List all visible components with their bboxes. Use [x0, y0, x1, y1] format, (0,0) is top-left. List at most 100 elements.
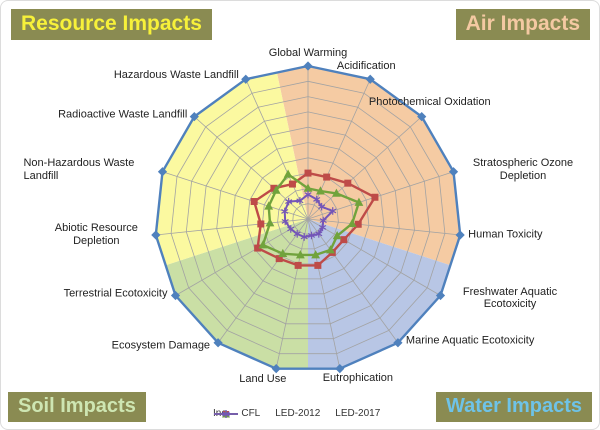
radar-spoke [307, 116, 422, 220]
marker-triangle [258, 240, 268, 249]
series-line-cfl [252, 171, 377, 267]
marker-square [340, 236, 348, 244]
marker-diamond [455, 230, 465, 240]
radar-spoke [307, 218, 441, 296]
axis-label-human-toxicity: Human Toxicity [468, 228, 543, 241]
marker-triangle [347, 218, 357, 228]
marker-diamond [335, 364, 345, 374]
axis-label-marine-aquatic-ecotoxicity: Marine Aquatic Ecotoxicity [405, 334, 535, 347]
radar-ring [170, 80, 446, 355]
marker-diamond [170, 290, 181, 301]
radar-spoke [307, 79, 371, 220]
marker-diamond [393, 338, 403, 348]
marker-square [371, 193, 379, 201]
marker-triangle [278, 248, 288, 258]
radar-spoke [175, 218, 309, 296]
badge-water-impacts: Water Impacts [436, 392, 592, 422]
marker-asterisk [304, 192, 312, 197]
marker-triangle [303, 183, 313, 192]
radar-spoke [245, 79, 309, 220]
legend-item-cfl: CFL [213, 408, 261, 419]
marker-asterisk [287, 226, 295, 232]
marker-diamond [271, 364, 281, 374]
marker-diamond [448, 167, 459, 177]
marker-square [294, 261, 302, 269]
marker-diamond [213, 338, 223, 348]
marker-square [354, 220, 362, 228]
axis-label-hazardous-waste-landfill: Hazardous Waste Landfill [113, 69, 239, 82]
radar-spoke [275, 218, 309, 369]
badge-soil-impacts: Soil Impacts [8, 392, 146, 422]
marker-triangle [264, 201, 274, 210]
marker-asterisk [319, 218, 327, 224]
marker-diamond [417, 112, 427, 122]
axis-label-freshwater-aquatic-ecotoxicity: Freshwater Aquatic Ecotoxicity [462, 285, 558, 311]
badge-resource-impacts: Resource Impacts [11, 9, 212, 41]
marker-asterisk [318, 224, 327, 230]
marker-triangle [354, 197, 364, 206]
legend-label-led-2017: LED-2017 [335, 408, 381, 419]
marker-square [344, 179, 352, 187]
marker-asterisk [281, 218, 289, 224]
marker-triangle [332, 231, 342, 240]
axis-label-land-use: Land Use [239, 372, 287, 385]
marker-square [254, 244, 262, 252]
radar-spoke [155, 218, 309, 236]
marker-asterisk [293, 231, 301, 237]
axis-label-ecosystem-damage: Ecosystem Damage [111, 339, 211, 352]
marker-asterisk [300, 234, 308, 240]
radar-ring [231, 142, 385, 295]
marker-diamond [151, 230, 161, 240]
marker-asterisk [315, 231, 323, 237]
marker-diamond [157, 167, 168, 177]
marker-square [257, 220, 265, 228]
legend-item-led-2012: LED-2012 [213, 408, 321, 419]
axis-label-acidification: Acidification [336, 60, 396, 73]
marker-triangle [283, 169, 293, 178]
radar-spoke [217, 218, 309, 344]
marker-square [304, 169, 312, 177]
marker-diamond [189, 112, 199, 122]
marker-asterisk [307, 233, 316, 238]
marker-asterisk [285, 199, 293, 205]
legend-label-cfl: CFL [241, 408, 261, 419]
series-line-inc [154, 64, 462, 370]
marker-square [323, 173, 331, 181]
marker-triangle [311, 250, 321, 259]
axis-label-stratospheric-ozone-depletion: Stratospheric Ozone Depletion [472, 156, 574, 182]
marker-triangle [271, 185, 281, 194]
axis-label-terrestrial-ecotoxicity: Terrestrial Ecotoxicity [63, 287, 168, 300]
axis-label-global-warming: Global Warming [268, 47, 348, 60]
marker-asterisk [313, 197, 321, 202]
radar-ring [201, 111, 415, 325]
marker-triangle [295, 250, 305, 259]
marker-triangle [316, 186, 325, 195]
marker-triangle [332, 188, 341, 197]
marker-diamond [365, 74, 375, 84]
axis-label-radioactive-waste-landfill: Radioactive Waste Landfill [58, 108, 188, 121]
legend-label-led-2012: LED-2012 [275, 408, 321, 419]
radar-ring [216, 126, 400, 310]
legend-marker-asterisk-icon [213, 410, 238, 418]
marker-square [314, 261, 322, 269]
marker-square [270, 184, 278, 192]
legend-item-led-2017: LED-2017 [213, 408, 381, 419]
marker-square [288, 180, 296, 188]
marker-triangle [265, 218, 275, 227]
series-line-led-2017 [283, 193, 334, 238]
axis-label-photochemical-oxidation: Photochemical Oxidation [368, 95, 491, 108]
axis-label-eutrophication: Eutrophication [322, 371, 394, 384]
sector-fill-water-impacts [308, 219, 451, 369]
radar-spoke [307, 218, 399, 344]
radar-spoke [307, 218, 341, 369]
axis-label-abiotic-resource-depletion: Abiotic Resource Depletion [54, 222, 138, 247]
radar-ring [185, 96, 431, 340]
radar-spoke [307, 218, 461, 236]
marker-square [250, 198, 258, 206]
marker-triangle [326, 245, 335, 254]
marker-asterisk [281, 209, 289, 214]
series-line-led-2012 [261, 173, 361, 257]
marker-asterisk [296, 198, 304, 204]
